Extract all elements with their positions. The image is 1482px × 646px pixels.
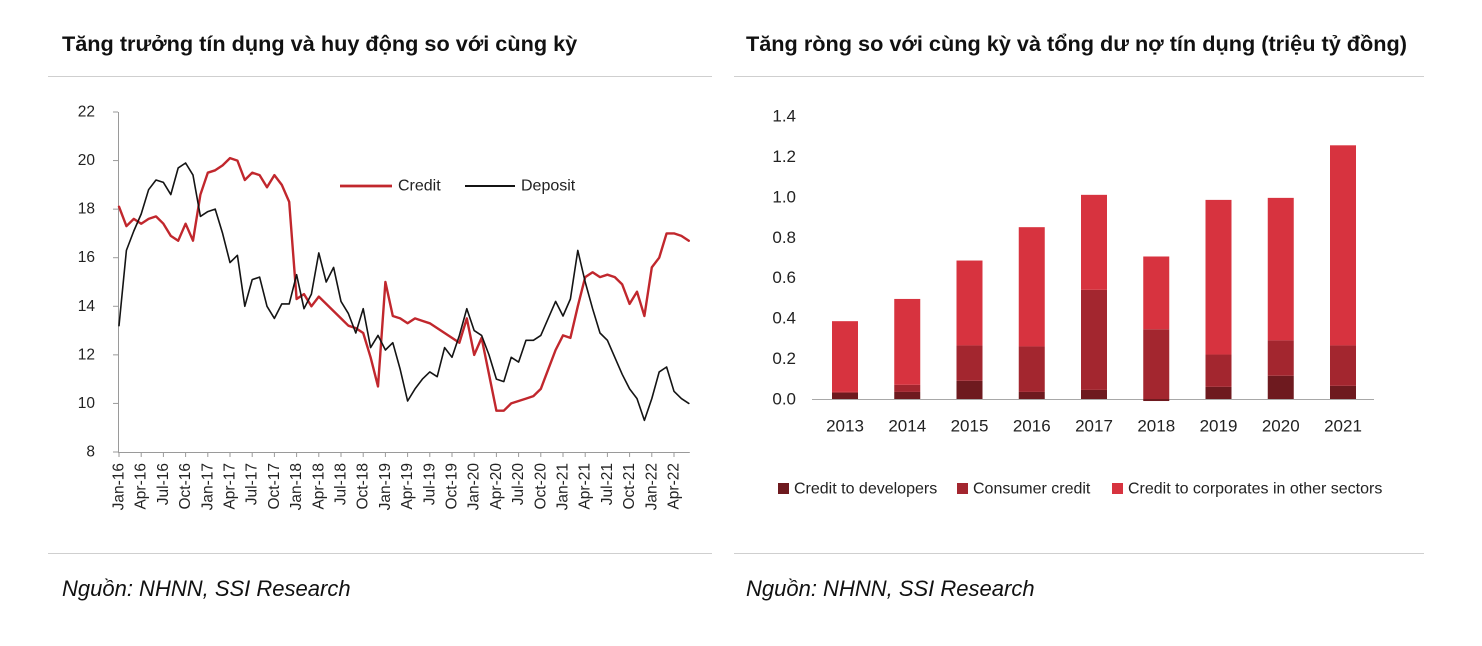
bar-2020-credit-to-corporates-in-other-sectors [1267, 197, 1294, 341]
bar-2019-credit-to-developers [1205, 386, 1232, 399]
bar-2013-credit-to-developers [832, 392, 858, 399]
x-tick-label: Jan-19 [377, 463, 394, 510]
x-category-label: 2019 [1200, 417, 1238, 436]
x-tick-label: Oct-16 [177, 463, 194, 510]
bar-2018-consumer-credit [1143, 329, 1170, 399]
x-tick-label: Jul-19 [421, 463, 438, 505]
bar-2016-credit-to-corporates-in-other-sectors [1018, 227, 1045, 347]
bar-2017-consumer-credit [1081, 289, 1107, 390]
y-tick-label: 0.2 [772, 349, 796, 368]
bar-2014-credit-to-corporates-in-other-sectors [894, 298, 921, 385]
chart-title-net-credit-increase: Tăng ròng so với cùng kỳ và tổng dư nợ t… [746, 31, 1407, 56]
x-tick-label: Jan-22 [643, 463, 660, 510]
x-tick-label: Oct-18 [355, 463, 372, 510]
x-category-label: 2015 [951, 417, 989, 436]
bar-2019-credit-to-corporates-in-other-sectors [1205, 199, 1232, 355]
bar-2021-credit-to-corporates-in-other-sectors [1330, 145, 1356, 346]
bar-2014-consumer-credit [894, 384, 921, 392]
credit-line [117, 156, 690, 412]
source-note-left: Nguồn: NHNN, SSI Research [62, 576, 351, 601]
x-tick-label: Jul-16 [155, 463, 172, 505]
deposit-line [118, 162, 690, 422]
y-tick-label: 16 [78, 249, 95, 266]
x-tick-label: Oct-21 [621, 463, 638, 510]
y-tick-label: 20 [78, 152, 96, 169]
x-tick-label: Jul-17 [244, 463, 261, 505]
y-tick-label: 0.8 [772, 228, 796, 247]
bar-2018-credit-to-developers [1143, 399, 1170, 402]
bar-2016-credit-to-developers [1018, 391, 1045, 399]
legend-label-credit-to-corporates-in-other-sectors: Credit to corporates in other sectors [1128, 481, 1382, 498]
x-tick-label: Jul-20 [510, 463, 527, 506]
bar-2014-credit-to-developers [894, 391, 921, 399]
bar-2015-credit-to-developers [956, 380, 983, 399]
x-category-label: 2014 [888, 417, 926, 436]
legend-swatch-credit-to-developers [778, 483, 789, 494]
x-tick-label: Apr-22 [666, 463, 683, 510]
y-tick-label: 18 [78, 201, 95, 218]
x-category-label: 2016 [1013, 417, 1051, 436]
x-tick-label: Oct-17 [266, 463, 283, 510]
x-tick-label: Oct-20 [532, 463, 549, 510]
x-tick-label: Jan-20 [466, 463, 483, 511]
x-category-label: 2021 [1324, 417, 1362, 436]
x-tick-label: Jan-17 [199, 463, 216, 510]
x-tick-label: Jan-16 [111, 463, 128, 510]
source-note-right: Nguồn: NHNN, SSI Research [746, 576, 1035, 601]
legend-label-credit: Credit [398, 178, 441, 195]
bar-2013-consumer-credit [832, 391, 858, 393]
bar-2013-credit-to-corporates-in-other-sectors [832, 321, 858, 392]
y-tick-label: 0.4 [772, 309, 796, 328]
bar-2021-consumer-credit [1330, 345, 1356, 386]
x-tick-label: Jul-21 [599, 463, 616, 505]
y-tick-label: 12 [78, 346, 95, 363]
y-tick-label: 1.2 [772, 147, 796, 166]
x-category-label: 2013 [826, 417, 864, 436]
x-tick-label: Apr-19 [399, 463, 416, 510]
y-tick-label: 0.6 [772, 268, 796, 287]
x-tick-label: Apr-16 [133, 463, 150, 510]
bar-2021-credit-to-developers [1330, 385, 1356, 399]
divider-bottom-left [48, 553, 712, 554]
x-category-label: 2017 [1075, 417, 1113, 436]
legend-label-deposit: Deposit [521, 178, 576, 195]
bar-2017-credit-to-developers [1081, 389, 1107, 399]
x-category-label: 2020 [1262, 417, 1300, 436]
y-tick-label: 14 [78, 298, 96, 315]
y-tick-label: 22 [78, 104, 95, 121]
credit-deposit-growth-line-chart: 8 10 12 14 16 18 20 22 Jan-16 Apr-16 Jul-16 Oct-16 J… [78, 104, 690, 511]
x-tick-label: Jan-18 [288, 463, 305, 510]
bar-2018-credit-to-corporates-in-other-sectors [1143, 256, 1170, 330]
bar-2015-consumer-credit [956, 345, 983, 381]
legend-label-credit-to-developers: Credit to developers [794, 481, 937, 498]
bar-2015-credit-to-corporates-in-other-sectors [956, 260, 983, 346]
x-tick-label: Jul-18 [333, 463, 350, 505]
y-tick-label: 1.0 [772, 187, 796, 206]
legend-swatch-consumer-credit [957, 483, 968, 494]
chart-title-credit-deposit-growth: Tăng trưởng tín dụng và huy động so với … [62, 31, 578, 56]
y-tick-label: 1.4 [772, 107, 796, 126]
legend-label-consumer-credit: Consumer credit [973, 481, 1091, 498]
divider-bottom-right [734, 553, 1424, 554]
net-credit-increase-stacked-bar-chart: 0.0 0.2 0.4 0.6 0.8 1.0 1.2 1.4 2013 2014 2015 2016… [772, 107, 1382, 498]
x-tick-label: Apr-18 [310, 463, 327, 510]
y-tick-label: 10 [78, 395, 96, 412]
x-tick-label: Jan-21 [555, 463, 572, 510]
x-category-label: 2018 [1137, 417, 1175, 436]
bar-2020-consumer-credit [1267, 340, 1294, 376]
x-tick-label: Oct-19 [444, 463, 461, 510]
divider-top-right [734, 76, 1424, 77]
x-tick-label: Apr-20 [488, 463, 505, 510]
bar-2020-credit-to-developers [1267, 375, 1294, 399]
x-tick-label: Apr-21 [577, 463, 594, 510]
bar-2017-credit-to-corporates-in-other-sectors [1081, 194, 1107, 290]
bar-2019-consumer-credit [1205, 354, 1232, 387]
y-tick-label: 8 [86, 444, 95, 461]
divider-top-left [48, 76, 712, 77]
bar-2016-consumer-credit [1018, 346, 1045, 392]
y-tick-label: 0.0 [772, 390, 796, 409]
legend-swatch-credit-to-corporates-in-other-sectors [1112, 483, 1123, 494]
x-tick-label: Apr-17 [222, 463, 239, 510]
